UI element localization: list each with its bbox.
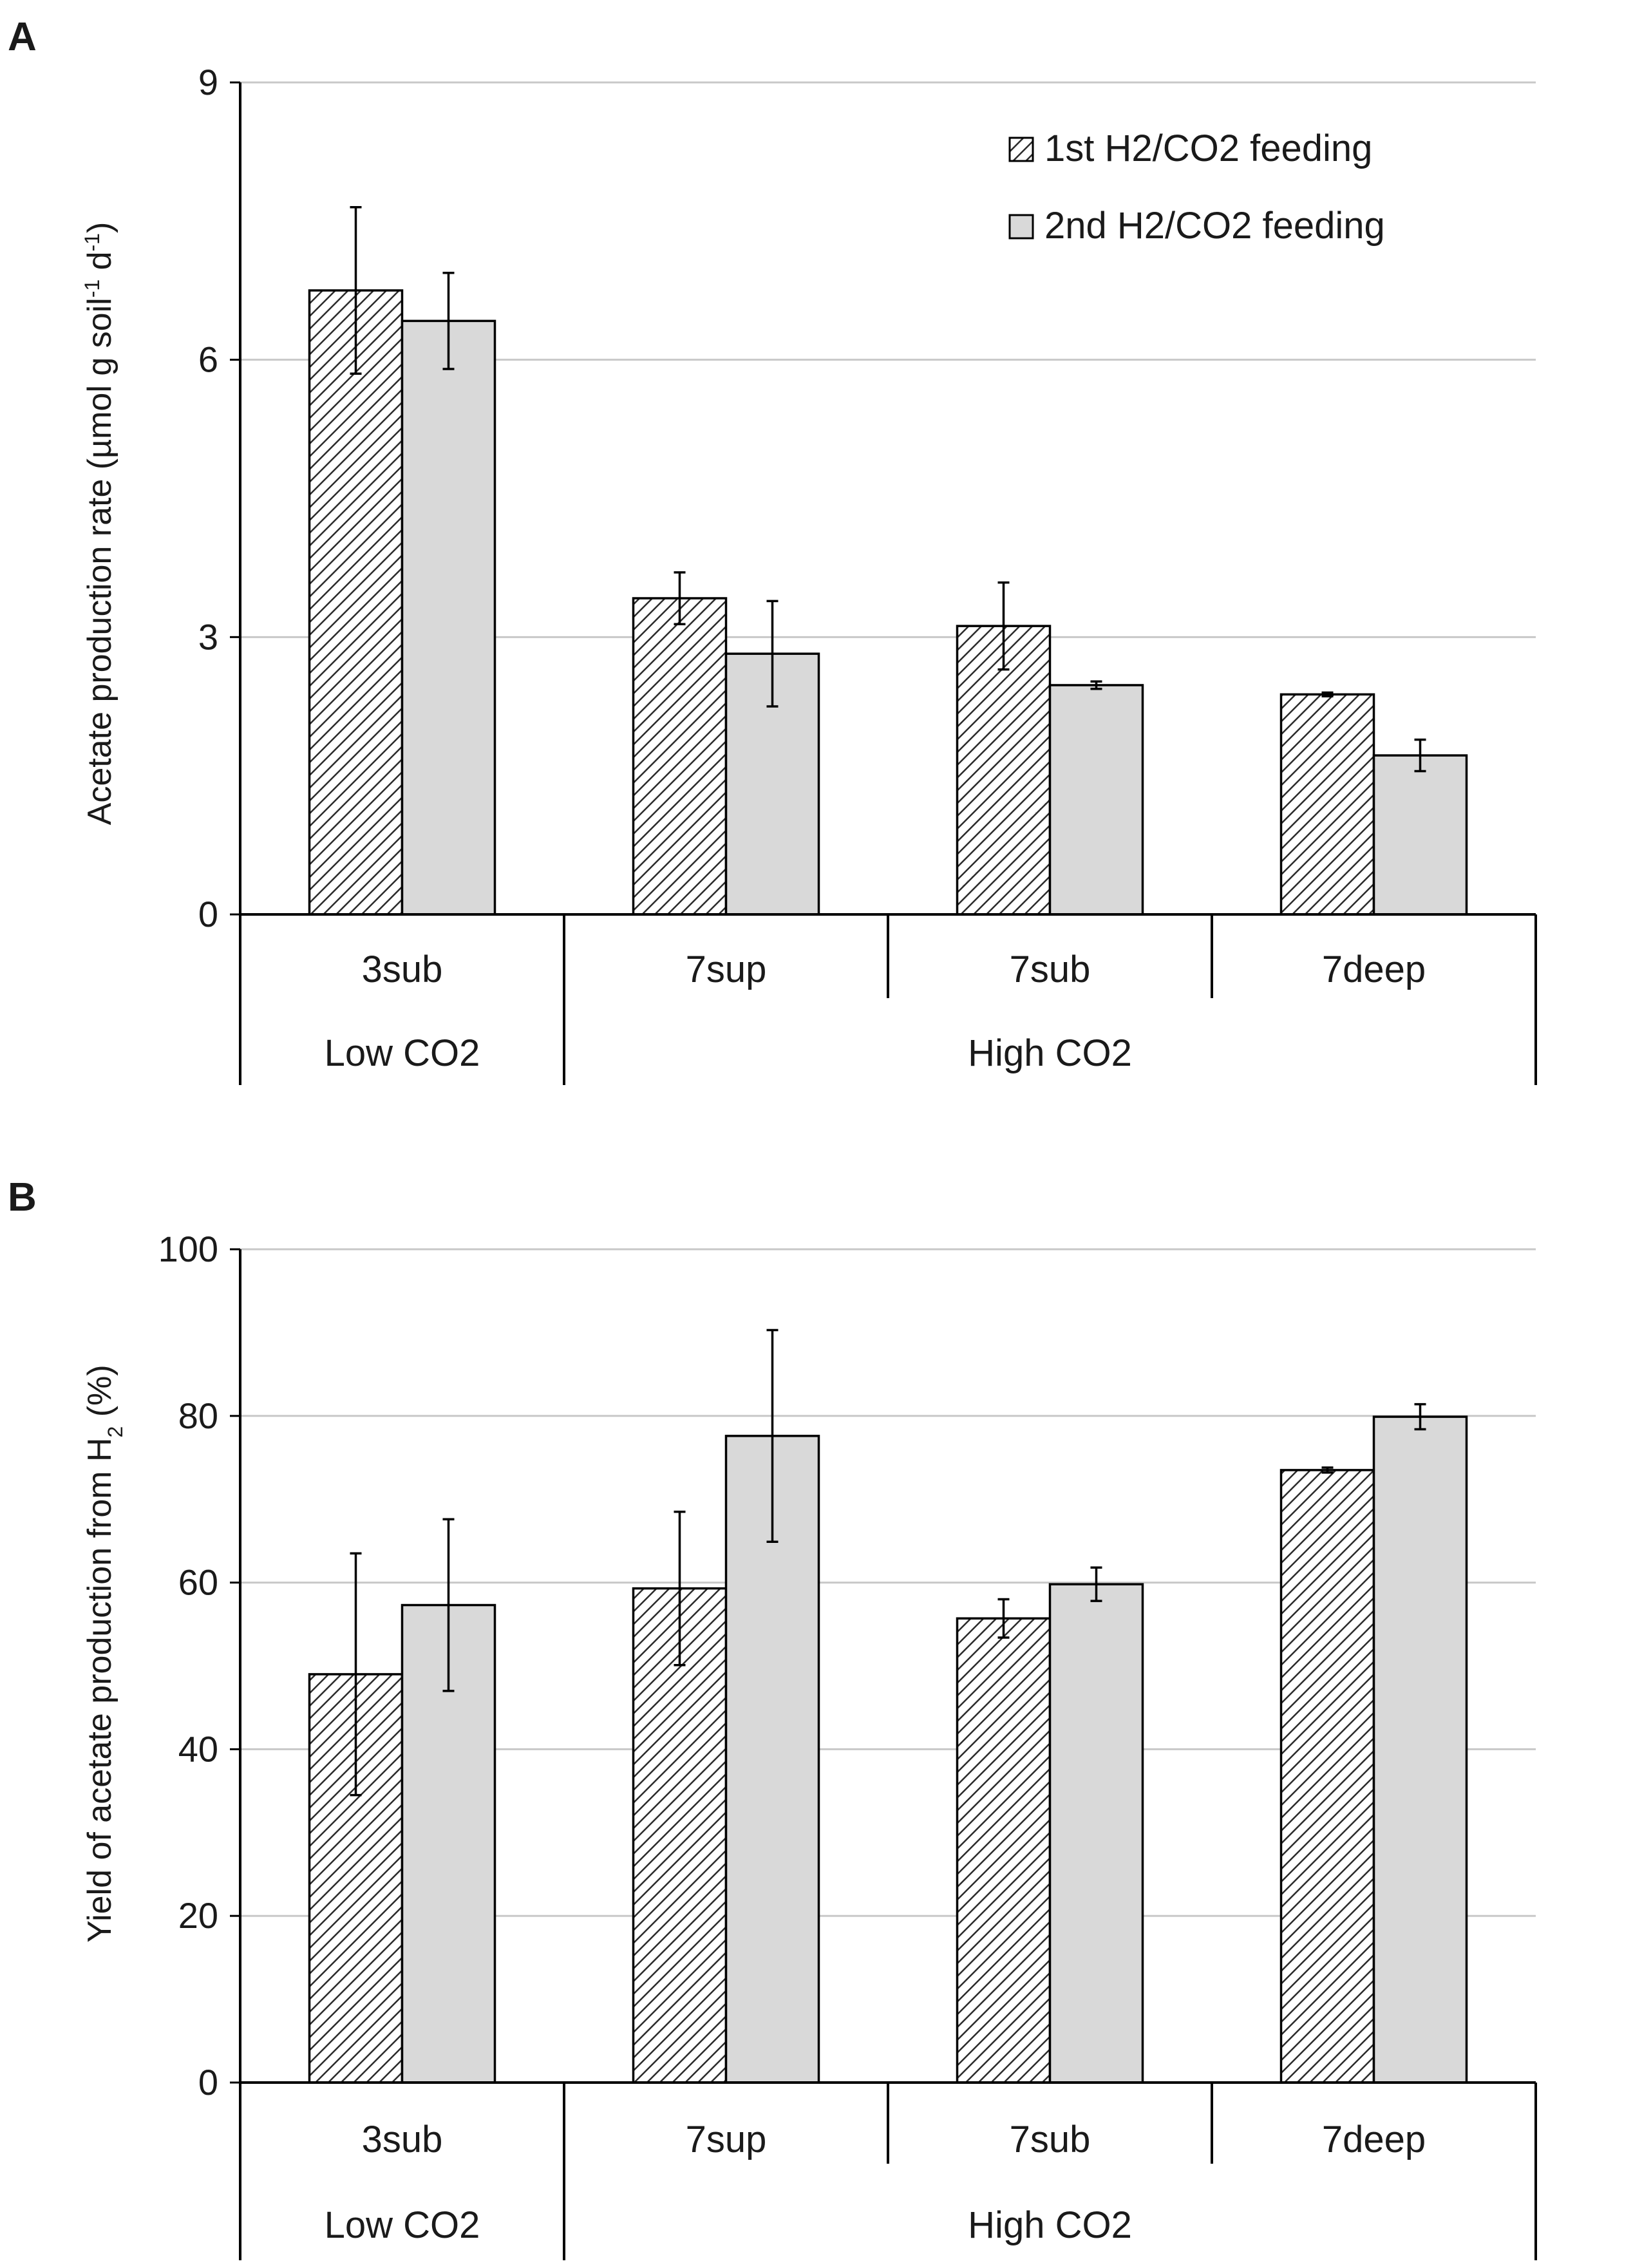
y-tick-label: 6 — [198, 339, 218, 380]
y-axis-label-b: Yield of acetate production from H2 (%) — [81, 1365, 127, 1942]
bar-1st-7sup — [632, 597, 728, 916]
bar-1st-7deep — [1279, 1469, 1375, 2084]
panel-label-a: A — [8, 15, 37, 59]
category-label-7sup: 7sup — [686, 949, 767, 990]
y-tick-label: 80 — [178, 1395, 218, 1436]
axes-a — [239, 82, 1537, 1085]
category-axis-a: 3sub 7sup 7sub 7deep Low CO2 High CO2 — [325, 949, 1426, 1074]
category-label-7deep: 7deep — [1322, 2119, 1426, 2160]
legend-label-1st-feeding: 1st H2/CO2 feeding — [1044, 128, 1372, 169]
y-tick-label: 100 — [158, 1229, 218, 1269]
legend-swatch-hatch — [1008, 137, 1034, 162]
category-label-7sub: 7sub — [1010, 2119, 1091, 2160]
legend: 1st H2/CO2 feeding 2nd H2/CO2 feeding — [1008, 128, 1385, 247]
category-axis-b: 3sub 7sup 7sub 7deep Low CO2 High CO2 — [325, 2119, 1426, 2246]
bar-1st-7deep — [1279, 693, 1375, 916]
bars-a — [308, 206, 1468, 916]
category-label-7sup: 7sup — [686, 2119, 767, 2160]
panel-b: B 0 20 40 60 80 100 3sub 7sup 7sub 7deep Low CO2 H… — [8, 1175, 1537, 2260]
y-ticks-b: 0 20 40 60 80 100 — [158, 1229, 240, 2103]
panel-label-b: B — [8, 1175, 37, 1220]
bar-2nd-7sub — [1048, 1583, 1144, 2084]
group-label: High CO2 — [968, 2204, 1132, 2246]
bar-1st-7sub — [956, 1617, 1052, 2084]
category-label-3sub: 3sub — [362, 949, 443, 990]
bar-2nd-3sub — [401, 319, 496, 916]
axes-b — [239, 1249, 1537, 2260]
bar-1st-3sub — [308, 289, 404, 916]
category-label-7sub: 7sub — [1010, 949, 1091, 990]
y-tick-label: 9 — [198, 62, 218, 102]
legend-label-2nd-feeding: 2nd H2/CO2 feeding — [1044, 205, 1385, 247]
y-tick-label: 60 — [178, 1562, 218, 1603]
y-tick-label: 0 — [198, 894, 218, 934]
y-tick-label: 3 — [198, 616, 218, 657]
bar-2nd-7deep — [1372, 1415, 1468, 2084]
bar-2nd-7sup — [724, 1435, 820, 2084]
group-label: Low CO2 — [325, 1032, 480, 1074]
category-label-7deep: 7deep — [1322, 949, 1426, 990]
legend-item-2nd-feeding: 2nd H2/CO2 feeding — [1008, 205, 1385, 247]
y-ticks-a: 0 3 6 9 — [198, 62, 240, 934]
legend-item-1st-feeding: 1st H2/CO2 feeding — [1008, 128, 1372, 169]
bar-2nd-7sub — [1048, 684, 1144, 916]
y-tick-label: 0 — [198, 2062, 218, 2103]
category-label-3sub: 3sub — [362, 2119, 443, 2160]
legend-swatch-gray — [1008, 214, 1034, 240]
group-label: Low CO2 — [325, 2204, 480, 2246]
bar-1st-7sub — [956, 625, 1052, 916]
y-tick-label: 40 — [178, 1728, 218, 1769]
group-label: High CO2 — [968, 1032, 1132, 1074]
bar-2nd-7deep — [1372, 754, 1468, 916]
y-tick-label: 20 — [178, 1895, 218, 1936]
bars-b — [308, 1328, 1468, 2084]
y-axis-label-a: Acetate production rate (µmol g soil-1 d… — [80, 222, 118, 826]
